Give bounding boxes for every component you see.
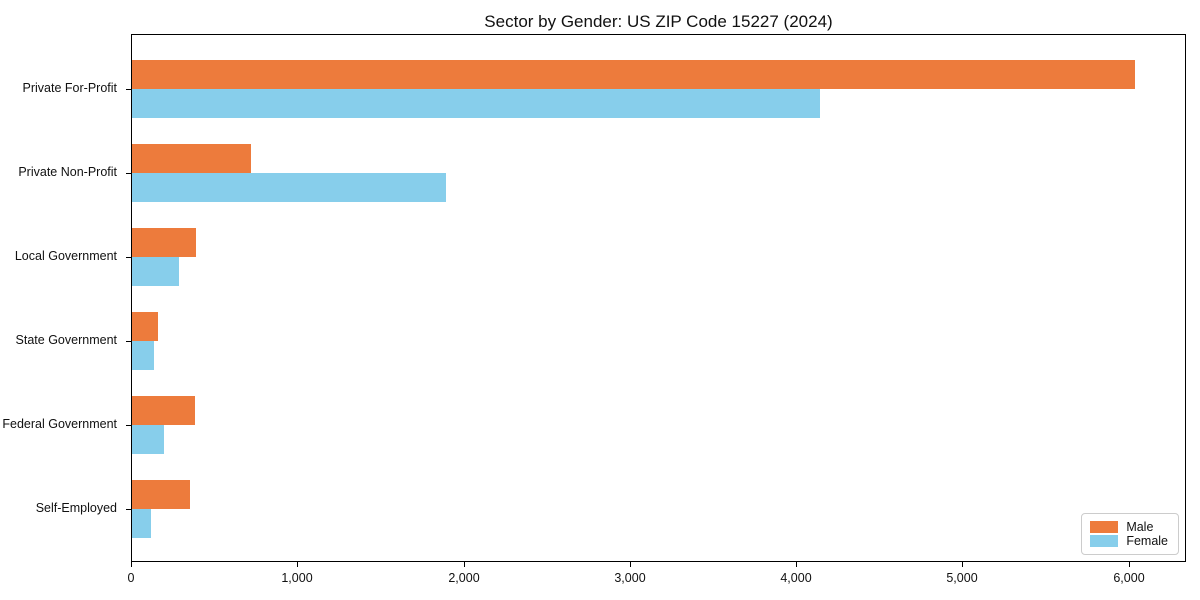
- x-tick-label-3000: 3,000: [614, 571, 646, 585]
- bar-female-federal-government: [132, 425, 164, 454]
- legend: Male Female: [1081, 513, 1179, 555]
- bar-female-state-government: [132, 341, 154, 370]
- bar-female-self-employed: [132, 509, 151, 538]
- bar-male-self-employed: [132, 480, 190, 509]
- bar-female-private-non-profit: [132, 173, 446, 202]
- legend-swatch-female: [1090, 535, 1119, 547]
- x-tick-5000: [962, 562, 963, 567]
- legend-item-female: Female: [1090, 534, 1168, 548]
- bar-female-local-government: [132, 257, 179, 286]
- x-tick-label-4000: 4,000: [780, 571, 812, 585]
- category-label-state-government: State Government: [15, 333, 117, 347]
- category-label-federal-government: Federal Government: [2, 417, 117, 431]
- x-tick-label-0: 0: [127, 571, 135, 585]
- legend-item-male: Male: [1090, 520, 1168, 534]
- x-tick-6000: [1129, 562, 1130, 567]
- x-tick-2000: [464, 562, 465, 567]
- legend-label-female: Female: [1126, 534, 1168, 548]
- y-tick-private-for-profit: [126, 89, 131, 90]
- x-tick-label-6000: 6,000: [1113, 571, 1145, 585]
- x-tick-0: [131, 562, 132, 567]
- bar-female-private-for-profit: [132, 89, 820, 118]
- y-tick-private-non-profit: [126, 173, 131, 174]
- x-tick-label-2000: 2,000: [448, 571, 480, 585]
- x-tick-3000: [630, 562, 631, 567]
- y-tick-state-government: [126, 341, 131, 342]
- x-tick-label-1000: 1,000: [281, 571, 313, 585]
- bar-male-local-government: [132, 228, 196, 257]
- x-tick-label-5000: 5,000: [946, 571, 978, 585]
- category-label-private-for-profit: Private For-Profit: [22, 81, 117, 95]
- x-tick-1000: [297, 562, 298, 567]
- bar-male-private-non-profit: [132, 144, 251, 173]
- bar-male-state-government: [132, 312, 158, 341]
- y-tick-federal-government: [126, 425, 131, 426]
- y-tick-local-government: [126, 257, 131, 258]
- plot-area: Male Female: [126, 34, 1186, 562]
- category-label-self-employed: Self-Employed: [35, 501, 117, 515]
- chart-title: Sector by Gender: US ZIP Code 15227 (202…: [484, 12, 833, 31]
- bar-male-federal-government: [132, 396, 195, 425]
- legend-rows: Male Female: [1090, 520, 1168, 548]
- legend-label-male: Male: [1126, 520, 1154, 534]
- category-label-private-non-profit: Private Non-Profit: [18, 165, 117, 179]
- legend-swatch-male: [1090, 521, 1119, 533]
- x-tick-4000: [796, 562, 797, 567]
- y-tick-self-employed: [126, 509, 131, 510]
- category-label-local-government: Local Government: [14, 249, 117, 263]
- bar-male-private-for-profit: [132, 60, 1135, 89]
